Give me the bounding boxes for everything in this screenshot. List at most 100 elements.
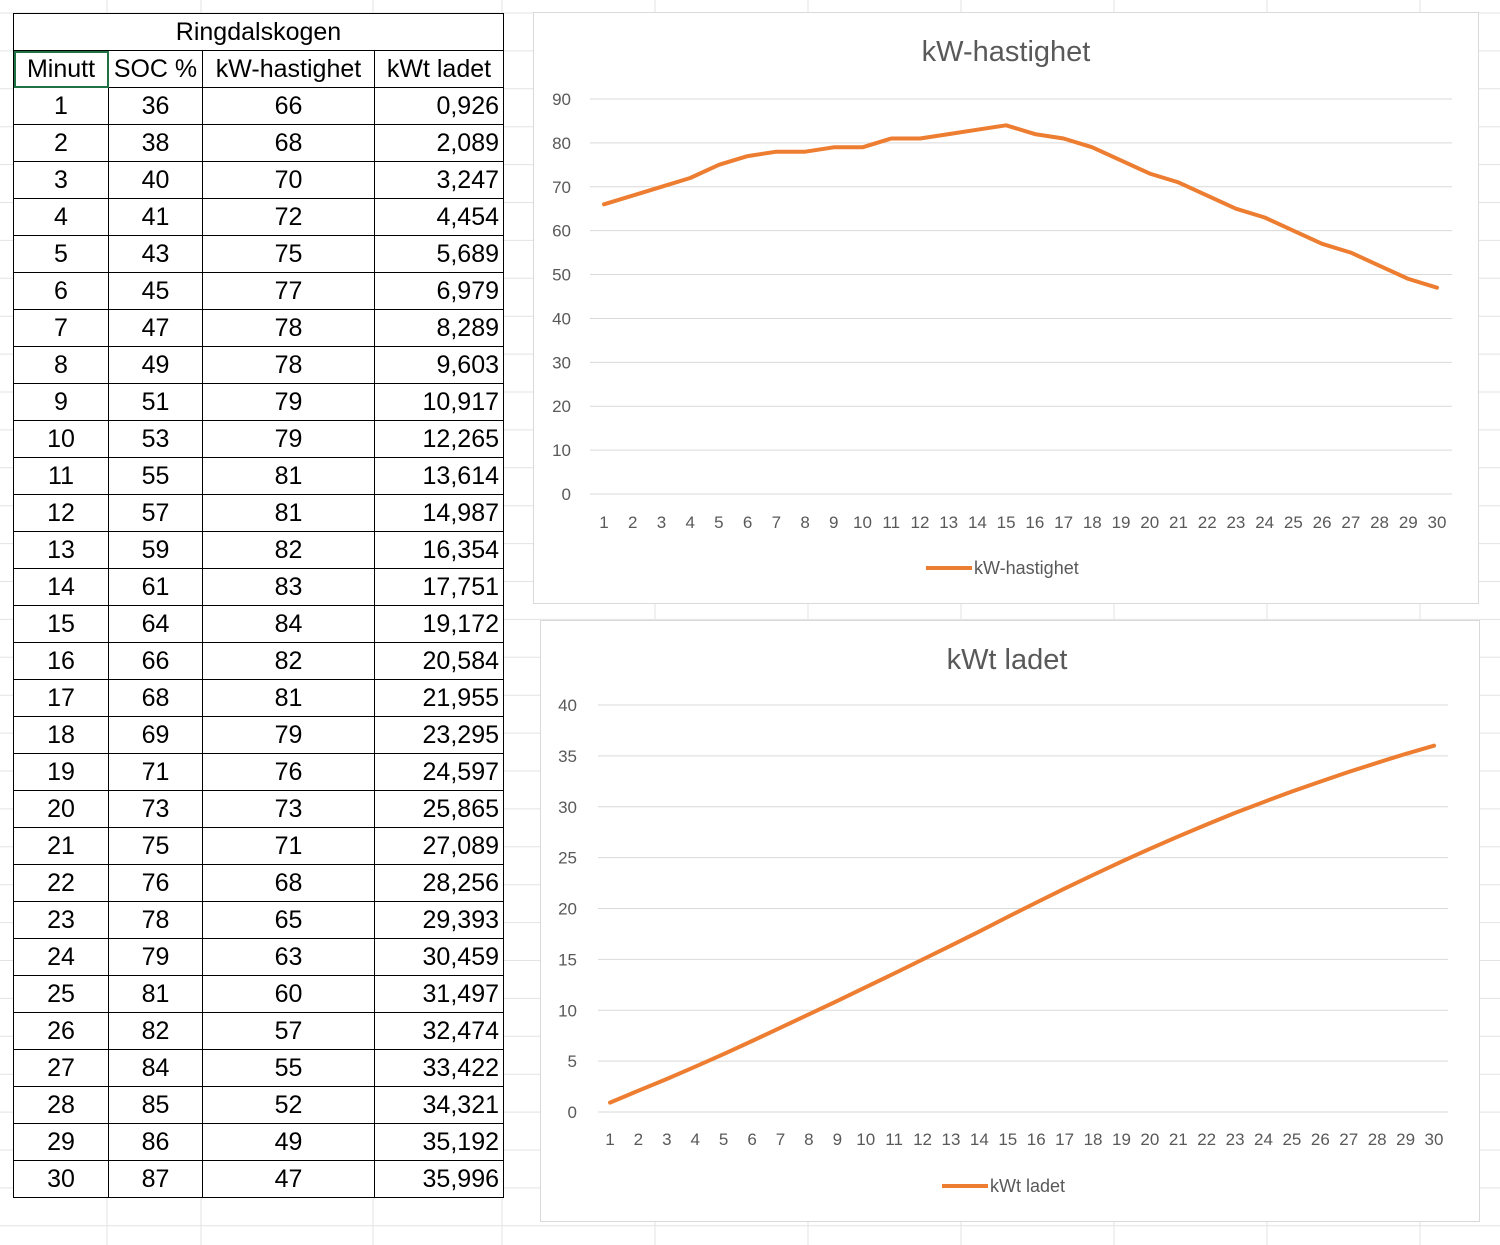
cell-soc[interactable]: 55 bbox=[108, 457, 203, 495]
cell-minutt[interactable]: 16 bbox=[13, 642, 109, 680]
cell-minutt[interactable]: 27 bbox=[13, 1049, 109, 1087]
cell-kw-hastighet[interactable]: 68 bbox=[202, 864, 375, 902]
cell-kwt-ladet[interactable]: 13,614 bbox=[374, 457, 504, 495]
cell-soc[interactable]: 73 bbox=[108, 790, 203, 828]
cell-kw-hastighet[interactable]: 76 bbox=[202, 753, 375, 791]
cell-kwt-ladet[interactable]: 24,597 bbox=[374, 753, 504, 791]
cell-soc[interactable]: 43 bbox=[108, 235, 203, 273]
cell-kw-hastighet[interactable]: 81 bbox=[202, 494, 375, 532]
cell-minutt[interactable]: 13 bbox=[13, 531, 109, 569]
cell-minutt[interactable]: 18 bbox=[13, 716, 109, 754]
cell-minutt[interactable]: 25 bbox=[13, 975, 109, 1013]
cell-soc[interactable]: 45 bbox=[108, 272, 203, 310]
cell-soc[interactable]: 61 bbox=[108, 568, 203, 606]
cell-minutt[interactable]: 24 bbox=[13, 938, 109, 976]
cell-kwt-ladet[interactable]: 3,247 bbox=[374, 161, 504, 199]
cell-minutt[interactable]: 9 bbox=[13, 383, 109, 421]
cell-kw-hastighet[interactable]: 82 bbox=[202, 642, 375, 680]
cell-kw-hastighet[interactable]: 78 bbox=[202, 346, 375, 384]
cell-kw-hastighet[interactable]: 55 bbox=[202, 1049, 375, 1087]
cell-kwt-ladet[interactable]: 32,474 bbox=[374, 1012, 504, 1050]
cell-kw-hastighet[interactable]: 49 bbox=[202, 1123, 375, 1161]
cell-soc[interactable]: 82 bbox=[108, 1012, 203, 1050]
cell-soc[interactable]: 36 bbox=[108, 87, 203, 125]
cell-kw-hastighet[interactable]: 60 bbox=[202, 975, 375, 1013]
cell-kwt-ladet[interactable]: 21,955 bbox=[374, 679, 504, 717]
cell-minutt[interactable]: 28 bbox=[13, 1086, 109, 1124]
cell-minutt[interactable]: 21 bbox=[13, 827, 109, 865]
cell-kwt-ladet[interactable]: 12,265 bbox=[374, 420, 504, 458]
cell-minutt[interactable]: 3 bbox=[13, 161, 109, 199]
cell-kw-hastighet[interactable]: 83 bbox=[202, 568, 375, 606]
cell-minutt[interactable]: 11 bbox=[13, 457, 109, 495]
cell-kwt-ladet[interactable]: 28,256 bbox=[374, 864, 504, 902]
cell-soc[interactable]: 49 bbox=[108, 346, 203, 384]
cell-soc[interactable]: 40 bbox=[108, 161, 203, 199]
cell-soc[interactable]: 85 bbox=[108, 1086, 203, 1124]
cell-soc[interactable]: 84 bbox=[108, 1049, 203, 1087]
cell-minutt[interactable]: 1 bbox=[13, 87, 109, 125]
cell-soc[interactable]: 47 bbox=[108, 309, 203, 347]
cell-minutt[interactable]: 17 bbox=[13, 679, 109, 717]
cell-kwt-ladet[interactable]: 19,172 bbox=[374, 605, 504, 643]
cell-minutt[interactable]: 4 bbox=[13, 198, 109, 236]
cell-soc[interactable]: 68 bbox=[108, 679, 203, 717]
cell-soc[interactable]: 41 bbox=[108, 198, 203, 236]
cell-minutt[interactable]: 10 bbox=[13, 420, 109, 458]
cell-kwt-ladet[interactable]: 9,603 bbox=[374, 346, 504, 384]
cell-kwt-ladet[interactable]: 20,584 bbox=[374, 642, 504, 680]
column-header-kw-hastighet[interactable]: kW-hastighet bbox=[202, 50, 375, 88]
cell-kwt-ladet[interactable]: 29,393 bbox=[374, 901, 504, 939]
cell-minutt[interactable]: 22 bbox=[13, 864, 109, 902]
cell-soc[interactable]: 87 bbox=[108, 1160, 203, 1198]
cell-kw-hastighet[interactable]: 47 bbox=[202, 1160, 375, 1198]
cell-kw-hastighet[interactable]: 66 bbox=[202, 87, 375, 125]
cell-kw-hastighet[interactable]: 72 bbox=[202, 198, 375, 236]
chart-kwt-ladet[interactable]: kWt ladet 0 5 10 15 20 25 30 35 40 1 2 3 4 5 6 7 8 9 10 11 12… bbox=[540, 620, 1480, 1222]
cell-minutt[interactable]: 7 bbox=[13, 309, 109, 347]
cell-kw-hastighet[interactable]: 79 bbox=[202, 420, 375, 458]
cell-soc[interactable]: 53 bbox=[108, 420, 203, 458]
cell-soc[interactable]: 57 bbox=[108, 494, 203, 532]
chart-kw-hastighet[interactable]: kW-hastighet 0 10 20 30 40 50 60 70 80 90 1 2 3 4 5 6 7 8 9… bbox=[533, 12, 1479, 604]
cell-kw-hastighet[interactable]: 78 bbox=[202, 309, 375, 347]
cell-kwt-ladet[interactable]: 33,422 bbox=[374, 1049, 504, 1087]
cell-kw-hastighet[interactable]: 79 bbox=[202, 716, 375, 754]
cell-kw-hastighet[interactable]: 63 bbox=[202, 938, 375, 976]
cell-soc[interactable]: 76 bbox=[108, 864, 203, 902]
cell-minutt[interactable]: 29 bbox=[13, 1123, 109, 1161]
cell-kwt-ladet[interactable]: 35,192 bbox=[374, 1123, 504, 1161]
cell-kwt-ladet[interactable]: 16,354 bbox=[374, 531, 504, 569]
column-header-soc[interactable]: SOC % bbox=[108, 50, 203, 88]
cell-kw-hastighet[interactable]: 84 bbox=[202, 605, 375, 643]
cell-kwt-ladet[interactable]: 34,321 bbox=[374, 1086, 504, 1124]
cell-kw-hastighet[interactable]: 81 bbox=[202, 679, 375, 717]
cell-kwt-ladet[interactable]: 14,987 bbox=[374, 494, 504, 532]
cell-kwt-ladet[interactable]: 0,926 bbox=[374, 87, 504, 125]
cell-kw-hastighet[interactable]: 73 bbox=[202, 790, 375, 828]
cell-kwt-ladet[interactable]: 17,751 bbox=[374, 568, 504, 606]
cell-minutt[interactable]: 15 bbox=[13, 605, 109, 643]
cell-kw-hastighet[interactable]: 52 bbox=[202, 1086, 375, 1124]
cell-kwt-ladet[interactable]: 30,459 bbox=[374, 938, 504, 976]
cell-minutt[interactable]: 12 bbox=[13, 494, 109, 532]
cell-kw-hastighet[interactable]: 75 bbox=[202, 235, 375, 273]
cell-minutt[interactable]: 2 bbox=[13, 124, 109, 162]
column-header-minutt[interactable]: Minutt bbox=[13, 50, 109, 88]
cell-kwt-ladet[interactable]: 10,917 bbox=[374, 383, 504, 421]
cell-kw-hastighet[interactable]: 65 bbox=[202, 901, 375, 939]
cell-minutt[interactable]: 14 bbox=[13, 568, 109, 606]
cell-kw-hastighet[interactable]: 77 bbox=[202, 272, 375, 310]
cell-kw-hastighet[interactable]: 70 bbox=[202, 161, 375, 199]
cell-minutt[interactable]: 6 bbox=[13, 272, 109, 310]
cell-kwt-ladet[interactable]: 5,689 bbox=[374, 235, 504, 273]
cell-soc[interactable]: 78 bbox=[108, 901, 203, 939]
cell-minutt[interactable]: 5 bbox=[13, 235, 109, 273]
cell-minutt[interactable]: 20 bbox=[13, 790, 109, 828]
cell-soc[interactable]: 81 bbox=[108, 975, 203, 1013]
cell-soc[interactable]: 79 bbox=[108, 938, 203, 976]
cell-kw-hastighet[interactable]: 57 bbox=[202, 1012, 375, 1050]
cell-kwt-ladet[interactable]: 6,979 bbox=[374, 272, 504, 310]
table-title[interactable]: Ringdalskogen bbox=[13, 13, 504, 51]
cell-minutt[interactable]: 8 bbox=[13, 346, 109, 384]
